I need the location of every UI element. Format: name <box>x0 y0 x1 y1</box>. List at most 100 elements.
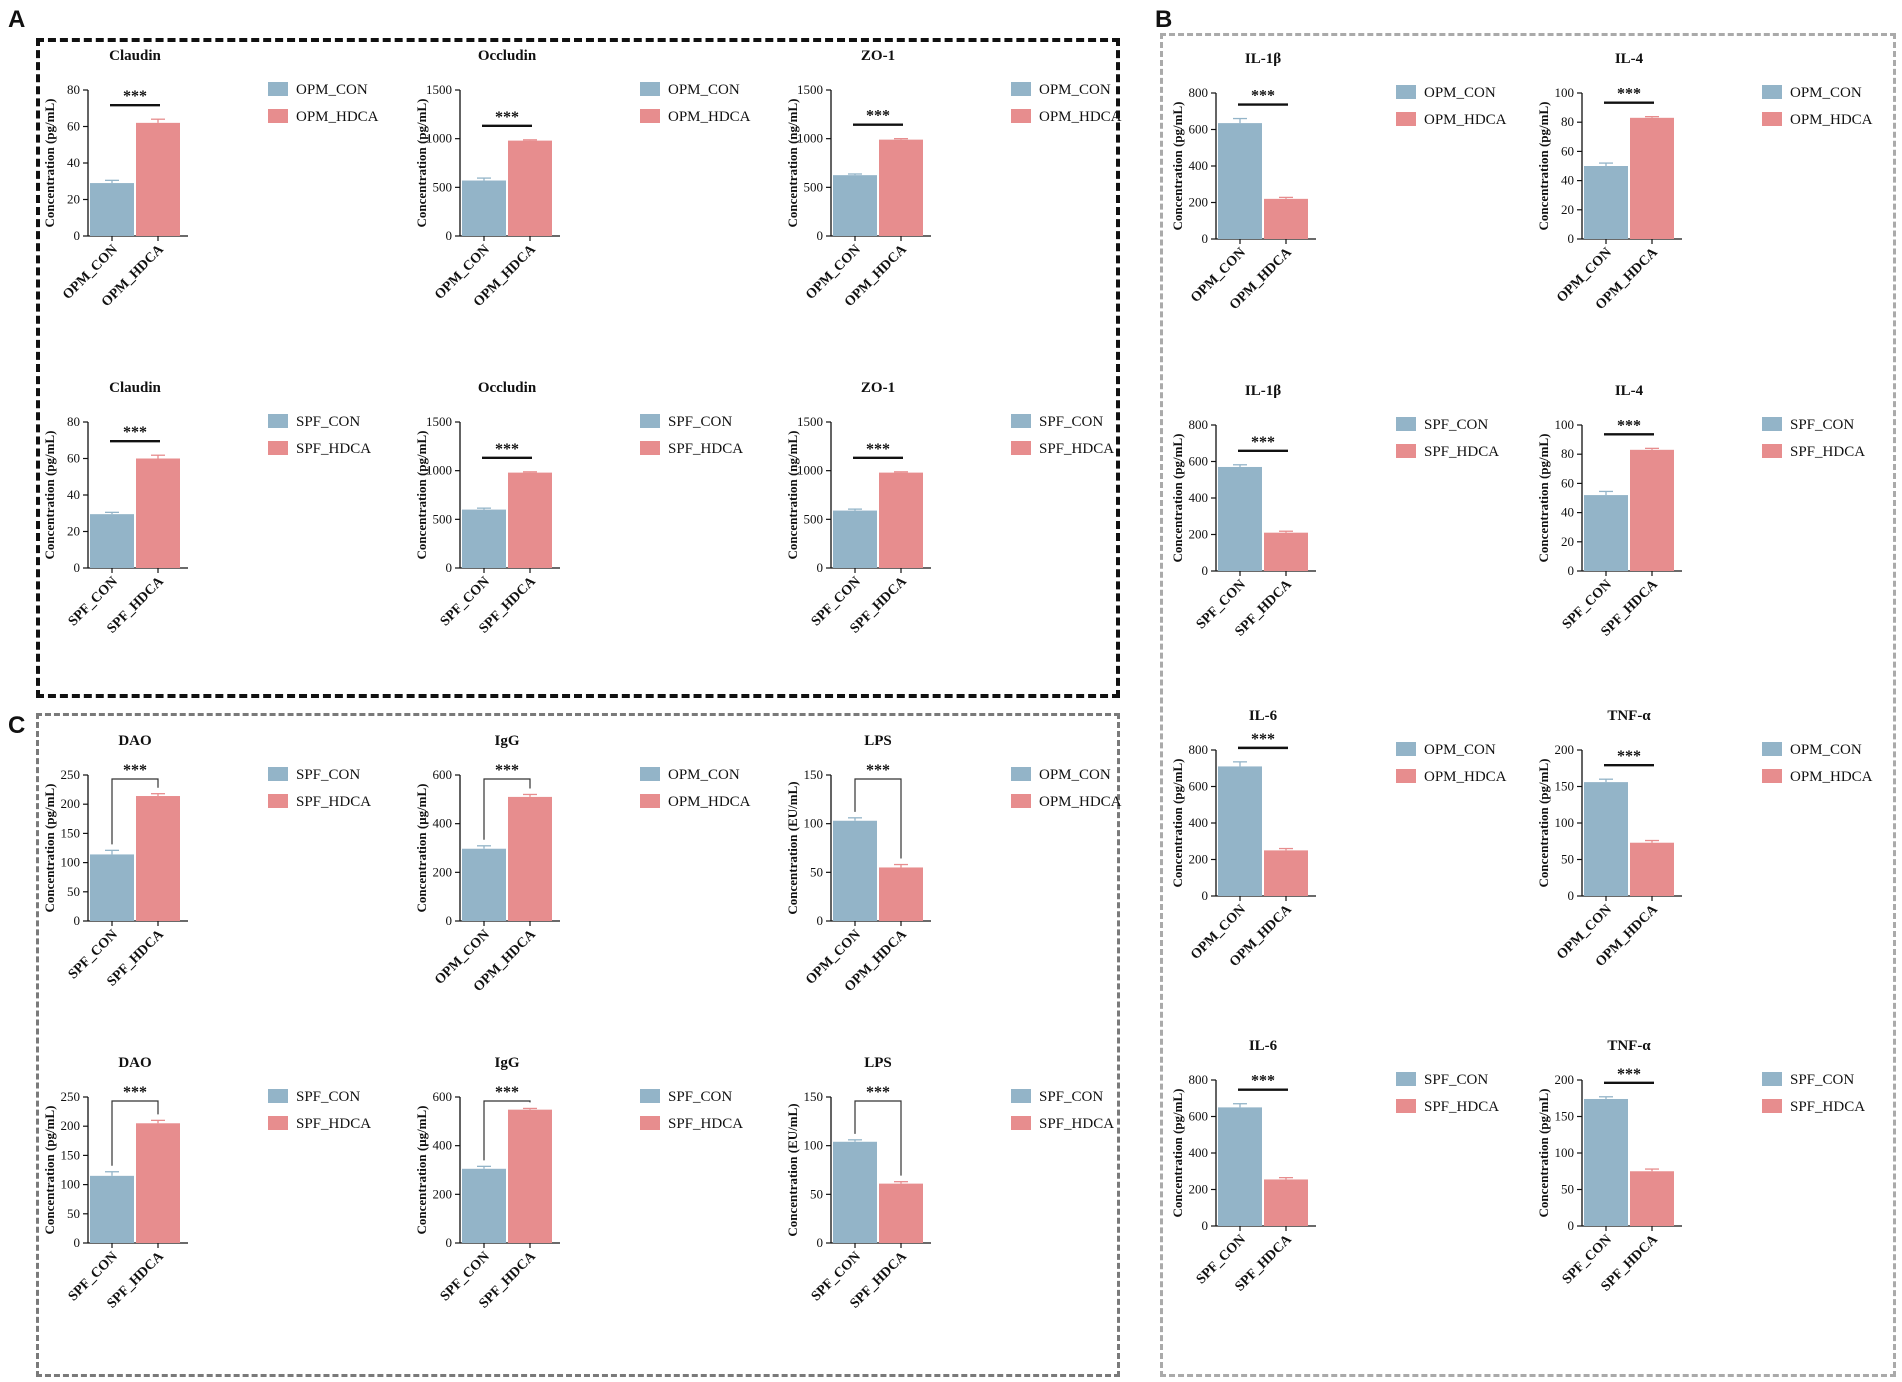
bar-spf-con <box>462 509 506 568</box>
y-tick-label: 50 <box>810 1186 823 1201</box>
significance-label: *** <box>123 88 147 105</box>
significance-label: *** <box>866 441 890 458</box>
y-tick-label: 400 <box>1189 490 1209 505</box>
y-tick-label: 200 <box>1189 1182 1209 1197</box>
chart-title: LPS <box>864 1055 892 1071</box>
legend-label: SPF_CON <box>1424 1072 1488 1088</box>
legend-swatch <box>640 82 660 96</box>
bar-opm-con <box>1584 782 1628 896</box>
chart-title: IL-6 <box>1249 1038 1278 1054</box>
chart-3: ZO-1 Concentration (ng/mL) 0 500 1000 1500 OPM… <box>785 48 1122 310</box>
y-axis-label: Concentration (pg/mL) <box>1536 434 1551 563</box>
y-axis-label: Concentration (pg/mL) <box>1536 1089 1551 1218</box>
y-tick-label: 800 <box>1189 742 1209 757</box>
bar-opm-hdca <box>1630 842 1674 896</box>
chart-14: TNF-α Concentration (pg/mL) 0 50 100 150 200 SP… <box>1536 1038 1865 1295</box>
y-tick-label: 600 <box>1189 454 1209 469</box>
y-tick-label: 400 <box>433 1138 453 1153</box>
bar-opm-con <box>833 175 877 236</box>
y-tick-label: 600 <box>1189 779 1209 794</box>
legend-swatch <box>1396 1072 1416 1086</box>
legend-swatch <box>1762 1072 1782 1086</box>
y-tick-label: 500 <box>804 179 824 194</box>
y-tick-label: 40 <box>67 155 80 170</box>
legend-swatch <box>1762 444 1782 458</box>
y-tick-label: 0 <box>1202 1218 1209 1233</box>
legend-label: OPM_CON <box>1424 85 1496 101</box>
legend-swatch <box>1396 85 1416 99</box>
bar-opm-hdca <box>879 139 923 236</box>
legend-label: OPM_HDCA <box>296 109 379 125</box>
y-tick-label: 0 <box>74 913 81 928</box>
legend-swatch <box>268 794 288 808</box>
chart-title: LPS <box>864 733 892 749</box>
legend-label: OPM_HDCA <box>1790 112 1873 128</box>
bar-spf-con <box>1218 466 1262 571</box>
y-axis-label: Concentration (pg/mL) <box>414 99 429 228</box>
y-tick-label: 0 <box>1568 888 1575 903</box>
legend-label: SPF_CON <box>668 414 732 430</box>
significance-bracket <box>854 778 902 859</box>
panel-b-frame <box>1160 33 1896 1377</box>
legend-swatch <box>1011 767 1031 781</box>
legend-label: SPF_CON <box>296 1089 360 1105</box>
chart-16: IgG Concentration (μg/mL) 0 200 400 600 OPM_CO… <box>414 733 751 995</box>
legend-label: OPM_HDCA <box>1424 769 1507 785</box>
legend-swatch <box>1396 1099 1416 1113</box>
y-tick-label: 0 <box>74 1235 81 1250</box>
y-tick-label: 400 <box>1189 158 1209 173</box>
significance-label: *** <box>1251 88 1275 105</box>
y-tick-label: 0 <box>1202 888 1209 903</box>
bar-spf-con <box>1218 1107 1262 1226</box>
chart-title: IgG <box>494 733 519 749</box>
y-tick-label: 50 <box>67 884 80 899</box>
bar-spf-hdca <box>1264 532 1308 571</box>
chart-title: ZO-1 <box>861 48 895 64</box>
chart-title: Claudin <box>109 48 161 64</box>
y-axis-label: Concentration (pg/mL) <box>1536 102 1551 231</box>
legend-label: SPF_CON <box>1424 417 1488 433</box>
legend-label: OPM_CON <box>1790 85 1862 101</box>
significance-label: *** <box>1251 434 1275 451</box>
y-axis-label: Concentration (pg/mL) <box>1170 102 1185 231</box>
y-tick-label: 100 <box>1555 417 1575 432</box>
y-tick-label: 40 <box>1561 505 1574 520</box>
y-tick-label: 0 <box>817 228 824 243</box>
bar-opm-con <box>1218 123 1262 239</box>
y-tick-label: 200 <box>61 1118 81 1133</box>
y-tick-label: 600 <box>433 767 453 782</box>
y-tick-label: 1500 <box>426 414 452 429</box>
chart-12: TNF-α Concentration (pg/mL) 0 50 100 150 200 OP… <box>1536 708 1873 970</box>
y-axis-label: Concentration (pg/mL) <box>1170 434 1185 563</box>
legend-swatch <box>1762 417 1782 431</box>
legend-swatch <box>1011 441 1031 455</box>
legend-swatch <box>1762 1099 1782 1113</box>
y-axis-label: Concentration (ng/mL) <box>785 99 800 228</box>
y-tick-label: 0 <box>817 1235 824 1250</box>
legend-swatch <box>640 767 660 781</box>
significance-label: *** <box>495 1084 519 1101</box>
bar-spf-hdca <box>508 472 552 568</box>
y-tick-label: 60 <box>1561 143 1574 158</box>
chart-1: Claudin Concentration (pg/mL) 0 20 40 60 80 OPM… <box>42 48 379 310</box>
y-tick-label: 0 <box>446 913 453 928</box>
legend-label: SPF_CON <box>668 1089 732 1105</box>
legend-label: OPM_CON <box>668 767 740 783</box>
y-axis-label: Concentration (pg/mL) <box>1170 759 1185 888</box>
chart-title: IL-1β <box>1245 51 1281 67</box>
y-tick-label: 50 <box>67 1206 80 1221</box>
significance-bracket <box>483 778 531 840</box>
legend-swatch <box>1396 769 1416 783</box>
panel-label-a: A <box>8 6 26 33</box>
y-tick-label: 600 <box>433 1089 453 1104</box>
legend-label: OPM_HDCA <box>668 109 751 125</box>
legend-label: OPM_CON <box>1039 767 1111 783</box>
legend-swatch <box>640 1116 660 1130</box>
chart-title: IL-1β <box>1245 383 1281 399</box>
significance-label: *** <box>866 108 890 125</box>
legend-label: SPF_CON <box>1039 1089 1103 1105</box>
y-tick-label: 0 <box>1568 563 1575 578</box>
legend-swatch <box>268 414 288 428</box>
y-tick-label: 20 <box>67 524 80 539</box>
y-axis-label: Concentration (pg/mL) <box>42 431 57 560</box>
